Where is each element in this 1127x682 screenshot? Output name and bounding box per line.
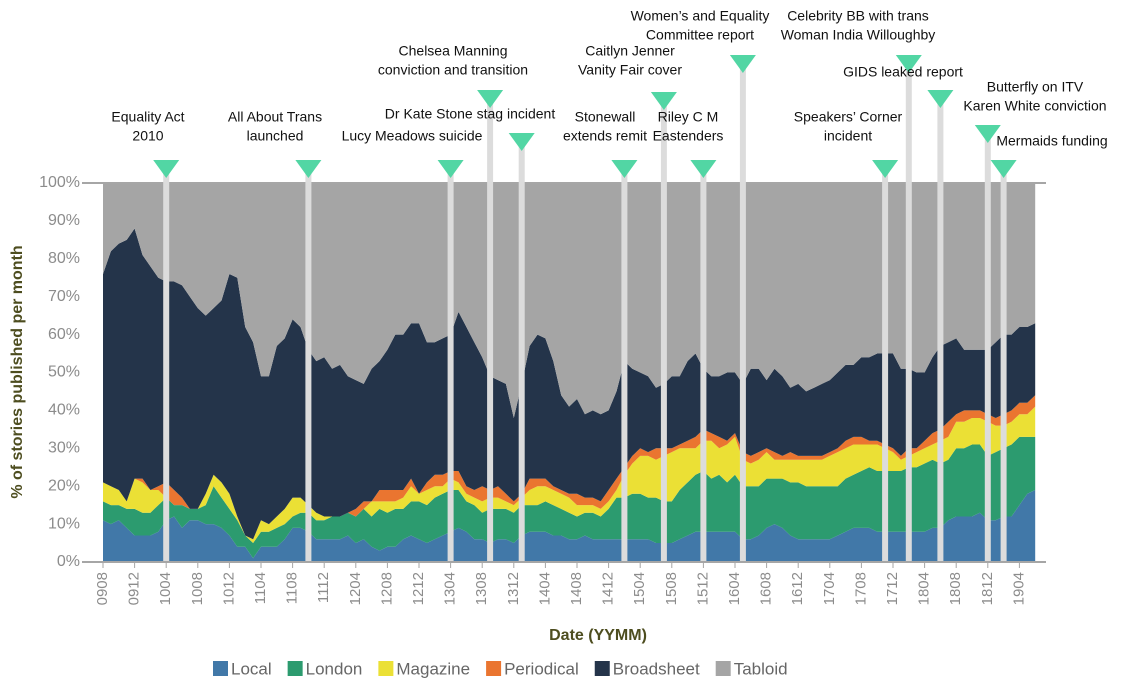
event-label: Speakers’ Corner bbox=[794, 109, 903, 125]
y-tick-label: 90% bbox=[48, 212, 80, 229]
y-tick-label: 0% bbox=[57, 553, 80, 570]
legend-label: Local bbox=[231, 659, 272, 678]
event-marker bbox=[611, 160, 638, 178]
x-tick-label: 1212 bbox=[410, 572, 427, 605]
x-tick-label: 1308 bbox=[473, 572, 490, 605]
event-marker bbox=[508, 133, 535, 151]
legend-swatch bbox=[486, 661, 502, 676]
event-label: Mermaids funding bbox=[996, 133, 1107, 149]
x-tick-label: 1012 bbox=[220, 572, 237, 605]
y-tick-label: 80% bbox=[48, 250, 80, 267]
event-label: Celebrity BB with trans bbox=[787, 8, 929, 24]
y-tick-label: 30% bbox=[48, 440, 80, 457]
event-label: Karen White conviction bbox=[963, 98, 1106, 114]
x-tick-label: 1204 bbox=[347, 572, 364, 605]
event-label: Woman India Willoughby bbox=[781, 27, 936, 43]
area bbox=[103, 228, 1036, 540]
event-label: Equality Act bbox=[111, 109, 184, 125]
x-tick-label: 1108 bbox=[284, 572, 301, 604]
area bbox=[103, 183, 1036, 418]
x-tick-label: 1004 bbox=[157, 572, 174, 605]
event-marker bbox=[729, 55, 756, 73]
event-label: extends remit bbox=[563, 128, 647, 144]
x-tick-label: 1104 bbox=[252, 572, 269, 604]
event-marker bbox=[990, 160, 1017, 178]
x-tick-label: 1412 bbox=[600, 572, 617, 605]
event-marker bbox=[895, 55, 922, 73]
event-marker bbox=[690, 160, 717, 178]
area bbox=[103, 406, 1036, 543]
x-tick-label: 1604 bbox=[726, 572, 743, 605]
event-marker bbox=[974, 125, 1001, 143]
event-label: Chelsea Manning bbox=[399, 43, 508, 59]
legend-label: Tabloid bbox=[734, 659, 788, 678]
event-label: Eastenders bbox=[653, 128, 724, 144]
x-tick-label: 1504 bbox=[631, 572, 648, 605]
event-marker bbox=[153, 160, 180, 178]
event-marker bbox=[650, 92, 677, 110]
x-tick-label: 1704 bbox=[821, 572, 838, 605]
legend-label: Magazine bbox=[396, 659, 470, 678]
x-tick-label: 0912 bbox=[126, 572, 143, 605]
x-tick-label: 1408 bbox=[568, 572, 585, 605]
legend-label: Periodical bbox=[504, 659, 579, 678]
y-tick-label: 60% bbox=[48, 326, 80, 343]
event-label: All About Trans bbox=[228, 109, 322, 125]
x-tick-label: 0908 bbox=[94, 572, 111, 605]
event-label: Women’s and Equality bbox=[631, 8, 770, 24]
x-tick-label: 1304 bbox=[442, 572, 459, 605]
event-marker bbox=[295, 160, 322, 178]
x-tick-label: 1904 bbox=[1010, 572, 1027, 605]
event-label: launched bbox=[247, 128, 304, 144]
x-tick-label: 1808 bbox=[947, 572, 964, 605]
event-label: Vanity Fair cover bbox=[578, 62, 682, 78]
legend-swatch bbox=[287, 661, 303, 676]
area bbox=[103, 490, 1036, 562]
x-axis-label: Date (YYMM) bbox=[549, 627, 647, 644]
y-axis-label: % of stories published per month bbox=[9, 245, 26, 498]
event-label: Butterfly on ITV bbox=[987, 79, 1084, 95]
event-label: Riley C M bbox=[658, 109, 719, 125]
area bbox=[103, 436, 1036, 559]
x-tick-label: 1312 bbox=[505, 572, 522, 605]
legend-swatch bbox=[715, 661, 731, 676]
x-tick-label: 1404 bbox=[536, 572, 553, 605]
y-tick-label: 40% bbox=[48, 402, 80, 419]
event-label: incident bbox=[824, 128, 872, 144]
legend-swatch bbox=[378, 661, 394, 676]
event-label: Committee report bbox=[646, 27, 754, 43]
y-tick-label: 70% bbox=[48, 288, 80, 305]
x-tick-label: 1512 bbox=[694, 572, 711, 605]
x-tick-label: 1508 bbox=[663, 572, 680, 605]
x-tick-label: 1208 bbox=[378, 572, 395, 605]
x-tick-label: 1008 bbox=[189, 572, 206, 605]
x-tick-label: 1708 bbox=[852, 572, 869, 605]
y-tick-label: 50% bbox=[48, 364, 80, 381]
x-tick-label: 1712 bbox=[884, 572, 901, 605]
legend-swatch bbox=[594, 661, 610, 676]
event-label: Caitlyn Jenner bbox=[585, 43, 675, 59]
event-marker bbox=[872, 160, 899, 178]
y-tick-label: 100% bbox=[39, 174, 80, 191]
event-label: 2010 bbox=[132, 128, 163, 144]
x-tick-label: 1112 bbox=[315, 572, 332, 603]
event-label: GIDS leaked report bbox=[843, 64, 963, 80]
event-label: conviction and transition bbox=[378, 62, 528, 78]
legend-label: London bbox=[306, 659, 363, 678]
event-label: Stonewall bbox=[575, 109, 636, 125]
event-marker bbox=[927, 90, 954, 108]
x-tick-label: 1612 bbox=[789, 572, 806, 605]
event-marker bbox=[437, 160, 464, 178]
legend-swatch bbox=[213, 661, 228, 676]
event-marker bbox=[477, 90, 504, 108]
event-label: Lucy Meadows suicide bbox=[342, 128, 483, 144]
x-tick-label: 1804 bbox=[916, 572, 933, 605]
y-tick-label: 20% bbox=[48, 477, 80, 494]
legend-label: Broadsheet bbox=[613, 659, 700, 678]
event-label: Dr Kate Stone stag incident bbox=[385, 106, 556, 122]
y-tick-label: 10% bbox=[48, 515, 80, 532]
x-tick-label: 1608 bbox=[758, 572, 775, 605]
x-tick-label: 1812 bbox=[979, 572, 996, 605]
